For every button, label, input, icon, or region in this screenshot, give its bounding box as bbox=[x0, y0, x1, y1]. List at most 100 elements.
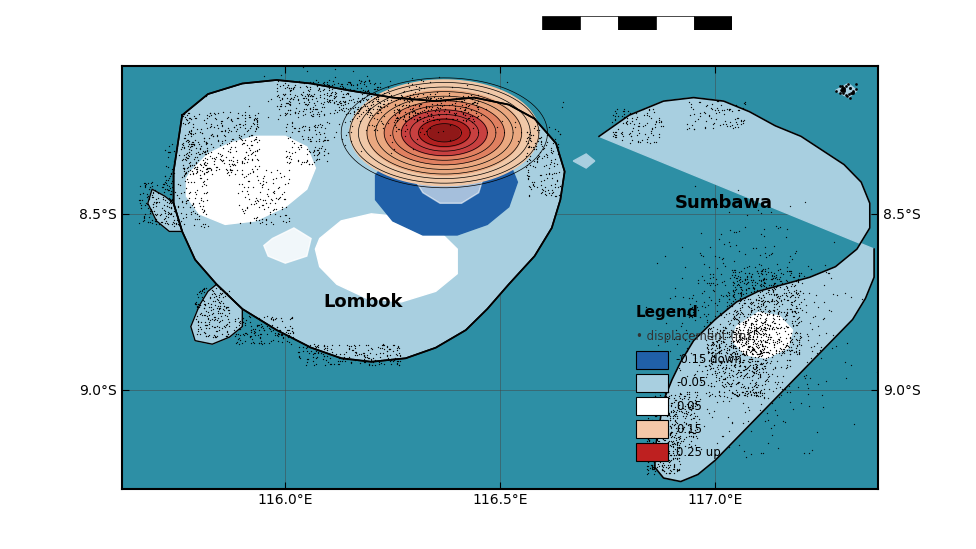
Point bbox=[389, 113, 405, 122]
Point bbox=[333, 97, 348, 105]
Point bbox=[640, 456, 656, 465]
Point bbox=[302, 349, 317, 358]
Point bbox=[786, 339, 801, 348]
Point bbox=[742, 323, 757, 332]
Point bbox=[667, 421, 682, 430]
Point bbox=[795, 288, 811, 297]
Point bbox=[180, 119, 195, 127]
Point bbox=[769, 411, 785, 419]
Point bbox=[742, 330, 757, 339]
Point bbox=[335, 85, 350, 93]
Point bbox=[704, 114, 719, 122]
Point bbox=[662, 450, 677, 459]
Point bbox=[771, 301, 787, 310]
Point bbox=[350, 102, 366, 111]
Point bbox=[743, 306, 758, 315]
Point bbox=[738, 361, 753, 370]
Point bbox=[749, 363, 764, 372]
Text: Sumbawa: Sumbawa bbox=[674, 194, 773, 212]
Point bbox=[207, 113, 223, 122]
Point bbox=[744, 367, 759, 376]
Point bbox=[243, 131, 259, 139]
Point bbox=[716, 368, 732, 377]
Point bbox=[186, 114, 202, 122]
Point bbox=[765, 273, 781, 282]
Point bbox=[159, 197, 175, 206]
Point bbox=[649, 432, 665, 440]
Point bbox=[300, 358, 315, 367]
Point bbox=[687, 402, 703, 411]
Point bbox=[191, 139, 207, 148]
Point bbox=[733, 289, 749, 298]
Point bbox=[419, 91, 434, 100]
Point bbox=[789, 247, 804, 256]
Point bbox=[230, 329, 246, 338]
Point bbox=[744, 307, 759, 316]
Point bbox=[752, 346, 768, 355]
Point bbox=[241, 110, 257, 119]
Point bbox=[250, 146, 265, 155]
Point bbox=[737, 371, 752, 380]
Point bbox=[705, 389, 720, 398]
Point bbox=[657, 406, 672, 414]
Point bbox=[692, 249, 708, 257]
Point bbox=[725, 367, 741, 376]
Point bbox=[312, 119, 328, 128]
Point bbox=[208, 292, 224, 301]
Point bbox=[448, 97, 464, 105]
Point bbox=[669, 326, 684, 334]
Point bbox=[732, 325, 748, 334]
Point bbox=[787, 308, 802, 317]
Point bbox=[196, 179, 212, 188]
Point bbox=[531, 152, 547, 160]
Point bbox=[150, 194, 166, 203]
Point bbox=[713, 372, 729, 380]
Point bbox=[734, 380, 750, 389]
Point bbox=[356, 352, 372, 361]
Point bbox=[291, 98, 306, 107]
Point bbox=[198, 165, 214, 173]
Point bbox=[205, 131, 221, 140]
Point bbox=[668, 396, 683, 405]
Point bbox=[703, 382, 718, 390]
Point bbox=[693, 445, 709, 453]
Point bbox=[425, 100, 440, 109]
Point bbox=[644, 125, 660, 133]
Point bbox=[772, 312, 788, 321]
Point bbox=[224, 135, 240, 143]
Point bbox=[737, 351, 752, 360]
Point bbox=[191, 212, 207, 221]
Point bbox=[790, 349, 805, 358]
Point bbox=[739, 340, 754, 349]
Point bbox=[281, 214, 297, 223]
Point bbox=[765, 350, 781, 359]
Point bbox=[663, 429, 678, 438]
Point bbox=[416, 117, 431, 126]
Point bbox=[659, 418, 674, 427]
Point bbox=[342, 344, 357, 353]
Point bbox=[727, 285, 743, 294]
Point bbox=[175, 154, 190, 163]
Point bbox=[311, 155, 327, 164]
Point bbox=[338, 141, 353, 149]
Point bbox=[667, 412, 682, 421]
Point bbox=[731, 299, 747, 307]
Point bbox=[185, 178, 201, 187]
Point bbox=[752, 373, 768, 382]
Point bbox=[746, 391, 761, 400]
Point bbox=[614, 129, 630, 138]
Point bbox=[269, 83, 285, 92]
Point bbox=[165, 165, 181, 173]
Point bbox=[243, 149, 259, 158]
Point bbox=[782, 252, 797, 261]
Point bbox=[335, 106, 350, 115]
Point bbox=[521, 191, 537, 200]
Point bbox=[164, 190, 180, 199]
Point bbox=[705, 340, 720, 349]
Point bbox=[780, 387, 795, 396]
Point bbox=[808, 290, 824, 299]
Point bbox=[162, 198, 178, 207]
Point bbox=[231, 133, 247, 142]
Point bbox=[656, 467, 671, 475]
Point bbox=[284, 313, 300, 322]
